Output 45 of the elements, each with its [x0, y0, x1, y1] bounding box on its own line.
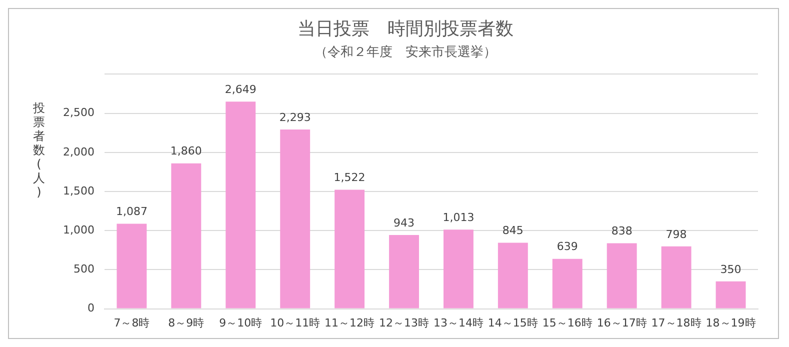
x-tick-label: 7～8時: [114, 316, 150, 330]
bar: [116, 224, 147, 308]
x-tick-label: 10～11時: [270, 316, 320, 330]
y-tick-label: 1,500: [62, 184, 94, 198]
data-label: 1,522: [334, 171, 366, 184]
x-tick-label: 11～12時: [324, 316, 375, 330]
chart-title: 当日投票 時間別投票者数: [298, 18, 514, 40]
y-tick-label: 2,500: [62, 106, 94, 120]
y-tick-label: 1,000: [62, 223, 94, 236]
x-tick-label: 14～15時: [488, 316, 538, 330]
data-label: 798: [666, 228, 687, 241]
y-tick-label: 500: [73, 262, 94, 276]
x-tick-label: 13～14時: [433, 316, 484, 330]
data-label: 1,013: [442, 210, 474, 224]
x-tick-label: 9～10時: [219, 316, 262, 330]
bar: [661, 246, 692, 308]
x-tick-label: 12～13時: [379, 316, 430, 330]
bar: [444, 230, 474, 308]
bar: [716, 281, 746, 308]
data-label: 845: [502, 224, 524, 238]
data-label: 2,293: [279, 110, 311, 124]
bar: [389, 235, 419, 308]
y-axis-title: 投票者数(人): [32, 101, 46, 199]
x-tick-label: 18～19時: [706, 316, 756, 330]
x-tick-label: 17～18時: [651, 316, 702, 330]
chart-subtitle: （令和２年度 安来市長選挙）: [314, 44, 496, 60]
data-label: 2,649: [224, 83, 256, 96]
bar: [552, 258, 582, 308]
data-label: 350: [720, 262, 742, 276]
data-label: 1,087: [116, 205, 148, 218]
data-label: 838: [611, 224, 632, 238]
data-label: 943: [394, 216, 415, 230]
bar: [171, 163, 202, 308]
x-tick-label: 8～9時: [168, 316, 204, 330]
y-tick-label: 2,000: [62, 145, 94, 158]
y-tick-label: 0: [87, 302, 94, 315]
bar: [280, 129, 310, 308]
bar: [226, 102, 256, 308]
x-tick-label: 16～17時: [596, 316, 647, 330]
bar: [334, 190, 365, 308]
data-label: 1,860: [170, 144, 202, 158]
x-tick-label: 15～16時: [542, 316, 592, 330]
data-label: 639: [556, 240, 578, 254]
bar: [606, 243, 637, 308]
bar: [498, 242, 528, 308]
